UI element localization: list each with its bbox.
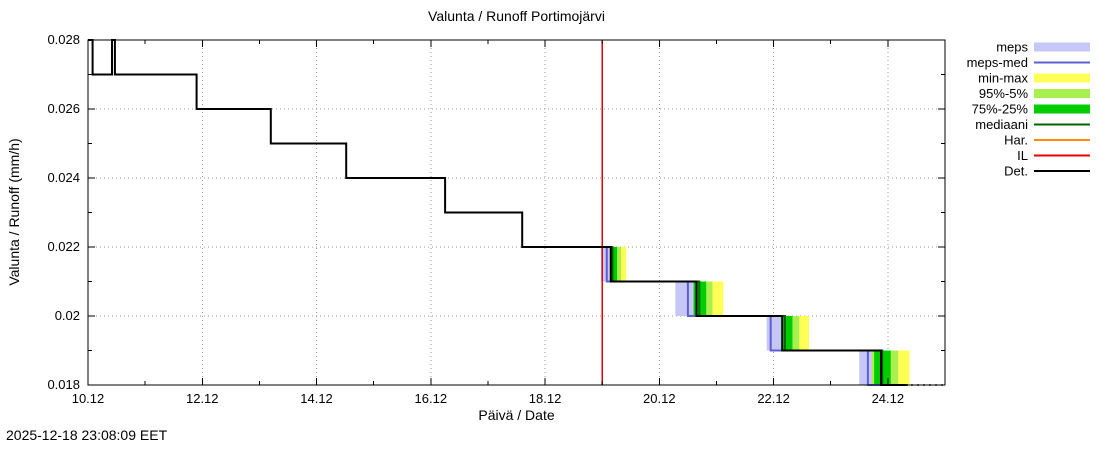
legend-item-median: mediaani — [975, 117, 1090, 132]
legend-label: IL — [1017, 148, 1028, 163]
legend-label: meps — [996, 40, 1028, 55]
p75-band — [689, 281, 707, 316]
y-tick-label: 0.022 — [47, 239, 80, 254]
legend-label: mediaani — [975, 117, 1028, 132]
y-tick-label: 0.02 — [55, 308, 80, 323]
x-tick-label: 24.12 — [872, 391, 905, 406]
det-line — [88, 39, 905, 386]
legend-item-det: Det. — [1004, 164, 1090, 179]
meps-band — [675, 281, 694, 316]
legend-label: Det. — [1004, 164, 1028, 179]
x-tick-label: 14.12 — [300, 391, 333, 406]
x-tick-label: 16.12 — [415, 391, 448, 406]
legend-item-p95: 95%-5% — [979, 86, 1090, 101]
y-tick-label: 0.018 — [47, 377, 80, 392]
x-axis-label: Päivä / Date — [478, 407, 555, 423]
x-tick-label: 12.12 — [186, 391, 219, 406]
x-tick-label: 10.12 — [72, 391, 105, 406]
legend-label: min-max — [978, 71, 1028, 86]
legend-item-har: Har. — [1004, 133, 1090, 148]
legend: mepsmeps-medmin-max95%-5%75%-25%mediaani… — [967, 40, 1090, 179]
x-tick-label: 22.12 — [757, 391, 790, 406]
legend-item-meps_med: meps-med — [967, 55, 1090, 70]
meps-band — [766, 316, 783, 351]
legend-item-meps: meps — [996, 40, 1090, 55]
legend-item-il: IL — [1017, 148, 1090, 163]
y-tick-label: 0.026 — [47, 101, 80, 116]
legend-label: 95%-5% — [979, 86, 1029, 101]
x-tick-label: 18.12 — [529, 391, 562, 406]
legend-label: 75%-25% — [972, 102, 1029, 117]
x-tick-label: 20.12 — [643, 391, 676, 406]
legend-item-minmax: min-max — [978, 71, 1090, 86]
legend-item-p75: 75%-25% — [972, 102, 1090, 117]
p75-band — [780, 316, 793, 351]
y-tick-label: 0.028 — [47, 32, 80, 47]
y-tick-label: 0.024 — [47, 170, 80, 185]
generation-timestamp: 2025-12-18 23:08:09 EET — [6, 427, 168, 443]
legend-label: Har. — [1004, 133, 1028, 148]
meps-band — [859, 350, 872, 385]
chart-title: Valunta / Runoff Portimojärvi — [428, 8, 605, 24]
legend-label: meps-med — [967, 55, 1028, 70]
